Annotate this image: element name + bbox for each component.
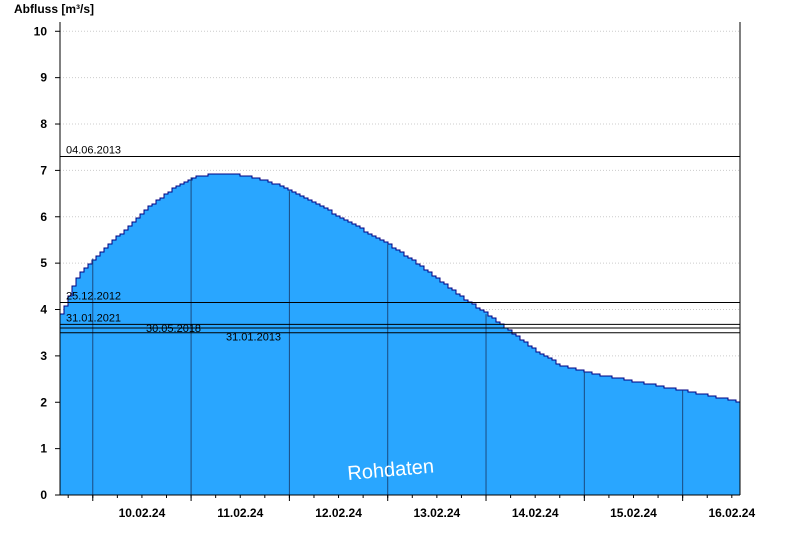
x-tick-label: 10.02.24 [119,506,166,520]
discharge-area [60,173,740,495]
y-tick-label: 8 [40,117,47,131]
discharge-line [60,173,740,403]
y-tick-label: 7 [40,163,47,177]
discharge-fill [60,174,740,495]
x-tick-label: 15.02.24 [610,506,657,520]
axes [59,22,741,496]
x-tick-label: 11.02.24 [217,506,263,520]
x-tick-label: 13.02.24 [414,506,461,520]
y-tick-label: 9 [40,71,47,85]
y-ticks: 0 1 2 3 4 5 6 7 8 9 10 [34,24,60,502]
day-separators [92,177,684,495]
x-tick-label: 14.02.24 [512,506,559,520]
y-tick-label: 5 [40,256,47,270]
y-axis-label: Abfluss [m³/s] [14,2,94,16]
reference-line-label: 25.12.2012 [66,291,121,303]
x-tick-label: 12.02.24 [315,506,362,520]
y-tick-label: 0 [40,488,47,502]
x-tick-label: 16.02.24 [708,506,755,520]
reference-line-label: 31.01.2021 [66,312,121,324]
y-tick-label: 3 [40,349,47,363]
y-tick-label: 1 [40,442,47,456]
reference-lines: 04.06.2013 25.12.2012 31.01.2021 30.05.2018… [60,144,740,344]
y-tick-label: 2 [40,395,47,409]
y-tick-label: 10 [34,24,48,38]
reference-line-label: 04.06.2013 [66,144,121,156]
y-tick-label: 4 [40,303,47,317]
reference-line-label: 30.05.2018 [146,323,201,335]
y-tick-label: 6 [40,210,47,224]
x-ticks: 10.02.24 11.02.24 12.02.24 13.02.24 14.02.24… [67,495,755,520]
reference-line-label: 31.01.2013 [226,332,281,344]
